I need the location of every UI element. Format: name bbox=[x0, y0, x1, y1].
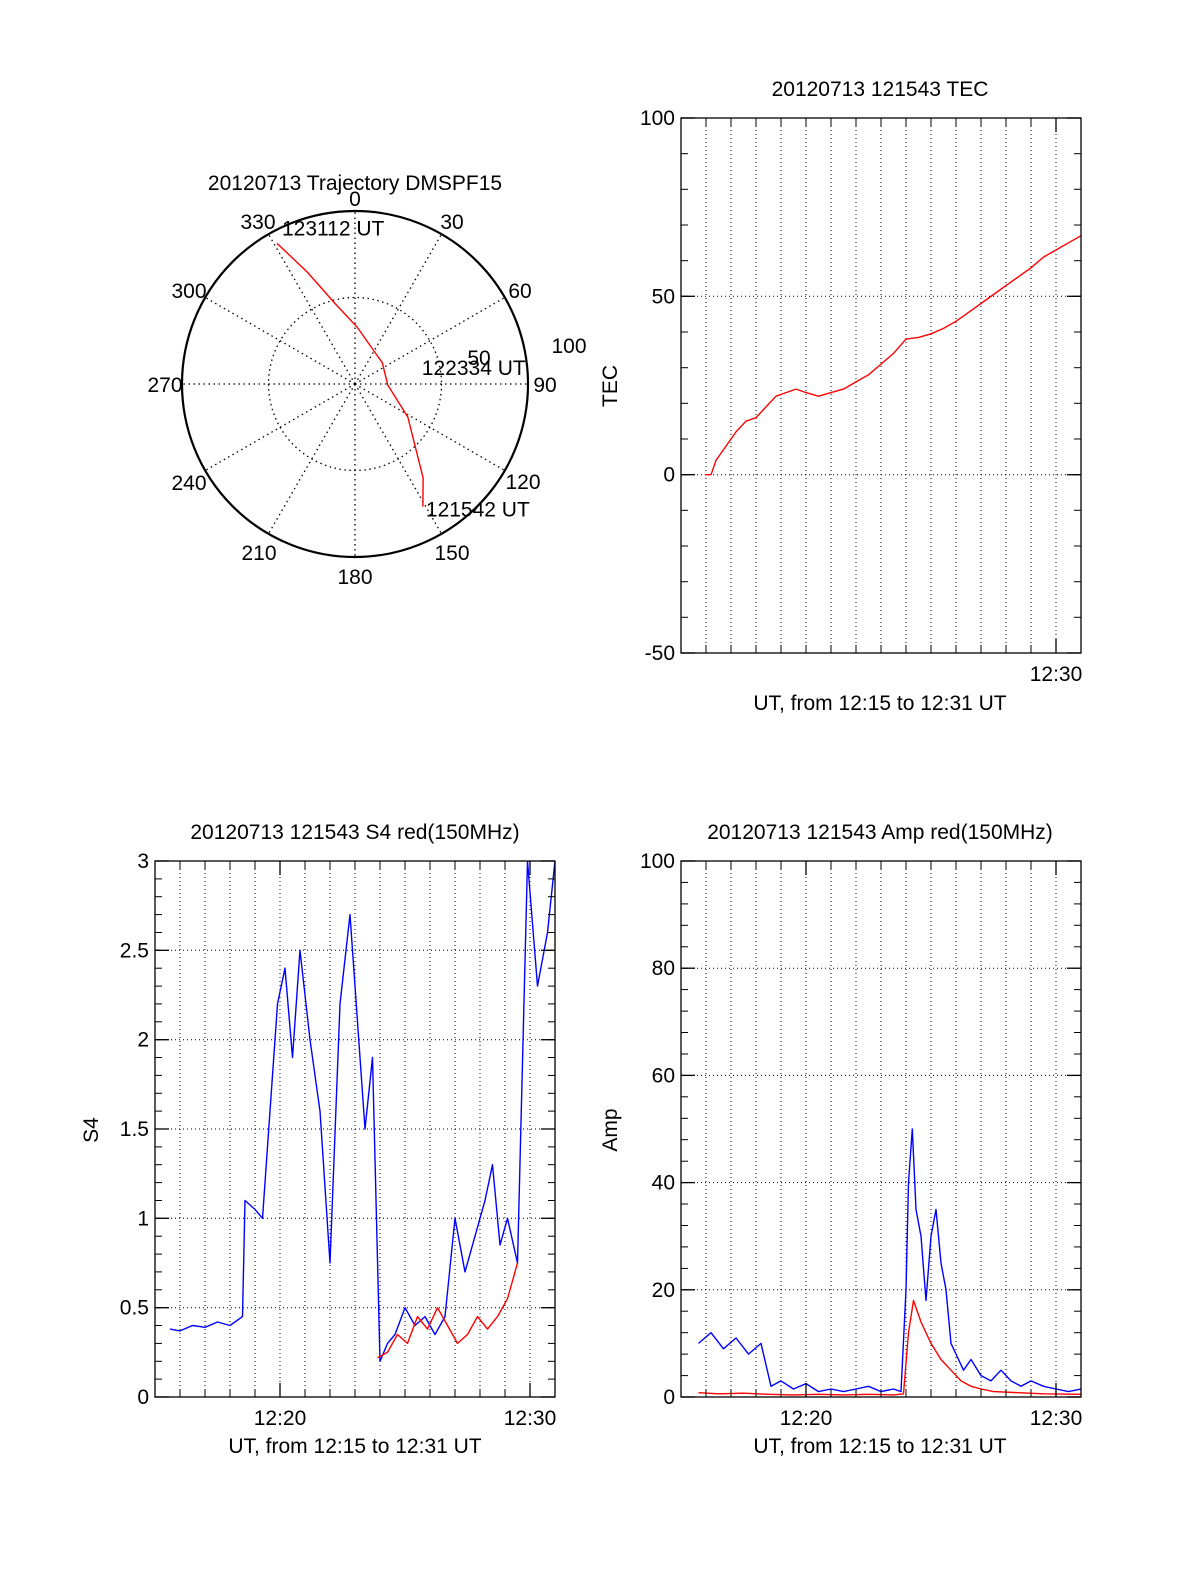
s4-panel: 20120713 121543 S4 red(150MHz) UT, from … bbox=[80, 821, 556, 1458]
amp-title: 20120713 121543 Amp red(150MHz) bbox=[707, 821, 1053, 844]
polar-trajectory bbox=[276, 242, 424, 507]
tec-panel: 20120713 121543 TEC UT, from 12:15 to 12… bbox=[599, 78, 1082, 715]
y-tick-label: 60 bbox=[652, 1064, 675, 1087]
polar-labels: 0 30 60 90 120 150 180 210 240 270 300 330 50 100 1231… bbox=[147, 188, 586, 589]
y-tick-label: 100 bbox=[640, 107, 675, 130]
polar-ring-inner bbox=[267, 296, 443, 472]
y-tick-label: 40 bbox=[652, 1172, 675, 1195]
azimuth-label: 300 bbox=[171, 280, 206, 303]
s4-ylabel: S4 bbox=[80, 1117, 103, 1143]
radius-label: 100 bbox=[551, 335, 586, 358]
trajectory-annotation: 122334 UT bbox=[422, 357, 526, 380]
x-tick-label: 12:20 bbox=[254, 1407, 307, 1430]
polar-spoke bbox=[354, 233, 443, 385]
y-tick-label: 2.5 bbox=[120, 939, 149, 962]
series-line bbox=[704, 235, 1081, 476]
tec-xlabel: UT, from 12:15 to 12:31 UT bbox=[753, 692, 1006, 715]
series-line bbox=[169, 861, 555, 1362]
azimuth-label: 150 bbox=[434, 542, 469, 565]
y-tick-label: 0 bbox=[663, 464, 675, 487]
series-group bbox=[169, 861, 555, 1362]
azimuth-label: 0 bbox=[349, 188, 361, 211]
radius-label: 50 bbox=[467, 347, 490, 370]
polar-grid bbox=[180, 209, 530, 559]
y-tick-label: 50 bbox=[652, 285, 675, 308]
y-tick-label: 1 bbox=[137, 1207, 149, 1230]
azimuth-label: 180 bbox=[337, 566, 372, 589]
s4-xlabel: UT, from 12:15 to 12:31 UT bbox=[228, 1435, 481, 1458]
series-group bbox=[698, 1128, 1081, 1396]
series-line bbox=[698, 1128, 1081, 1393]
y-tick-label: 0 bbox=[663, 1386, 675, 1409]
azimuth-label: 270 bbox=[147, 374, 182, 397]
azimuth-label: 210 bbox=[241, 542, 276, 565]
series-line bbox=[698, 1299, 1081, 1396]
y-tick-label: 80 bbox=[652, 957, 675, 980]
y-tick-label: 3 bbox=[137, 850, 149, 873]
y-tick-label: 100 bbox=[640, 850, 675, 873]
y-tick-label: 20 bbox=[652, 1279, 675, 1302]
amp-panel: 20120713 121543 Amp red(150MHz) UT, from… bbox=[599, 821, 1082, 1458]
x-tick-label: 12:30 bbox=[504, 1407, 557, 1430]
azimuth-label: 30 bbox=[440, 211, 463, 234]
tec-title: 20120713 121543 TEC bbox=[772, 78, 989, 101]
azimuth-label: 120 bbox=[505, 471, 540, 494]
polar-title: 20120713 Trajectory DMSPF15 bbox=[208, 172, 502, 195]
azimuth-label: 90 bbox=[533, 374, 556, 397]
polar-spoke bbox=[204, 296, 356, 385]
amp-ylabel: Amp bbox=[599, 1108, 622, 1151]
y-tick-label: 0 bbox=[137, 1386, 149, 1409]
y-tick-label: -50 bbox=[645, 642, 675, 665]
y-tick-label: 2 bbox=[137, 1029, 149, 1052]
s4-title: 20120713 121543 S4 red(150MHz) bbox=[190, 821, 519, 844]
series-line bbox=[377, 1262, 519, 1359]
x-tick-label: 12:30 bbox=[1030, 1407, 1083, 1430]
trajectory-annotation: 121542 UT bbox=[426, 499, 530, 522]
azimuth-label: 240 bbox=[171, 472, 206, 495]
trajectory-annotation: 123112 UT bbox=[282, 217, 385, 240]
series-group bbox=[704, 235, 1081, 476]
azimuth-label: 330 bbox=[240, 211, 275, 234]
tec-ylabel: TEC bbox=[599, 365, 622, 407]
x-tick-label: 12:30 bbox=[1030, 663, 1083, 686]
trajectory-polar-plot: 20120713 Trajectory DMSPF15 0 30 60 90 120 15… bbox=[147, 172, 586, 589]
y-tick-label: 1.5 bbox=[120, 1118, 149, 1141]
amp-xlabel: UT, from 12:15 to 12:31 UT bbox=[753, 1435, 1006, 1458]
trajectory-line bbox=[276, 242, 424, 507]
polar-spoke bbox=[267, 233, 356, 385]
y-tick-label: 0.5 bbox=[120, 1297, 149, 1320]
x-tick-label: 12:20 bbox=[780, 1407, 833, 1430]
azimuth-label: 60 bbox=[508, 280, 531, 303]
polar-ring-outer bbox=[180, 209, 530, 559]
polar-spoke bbox=[354, 296, 506, 385]
